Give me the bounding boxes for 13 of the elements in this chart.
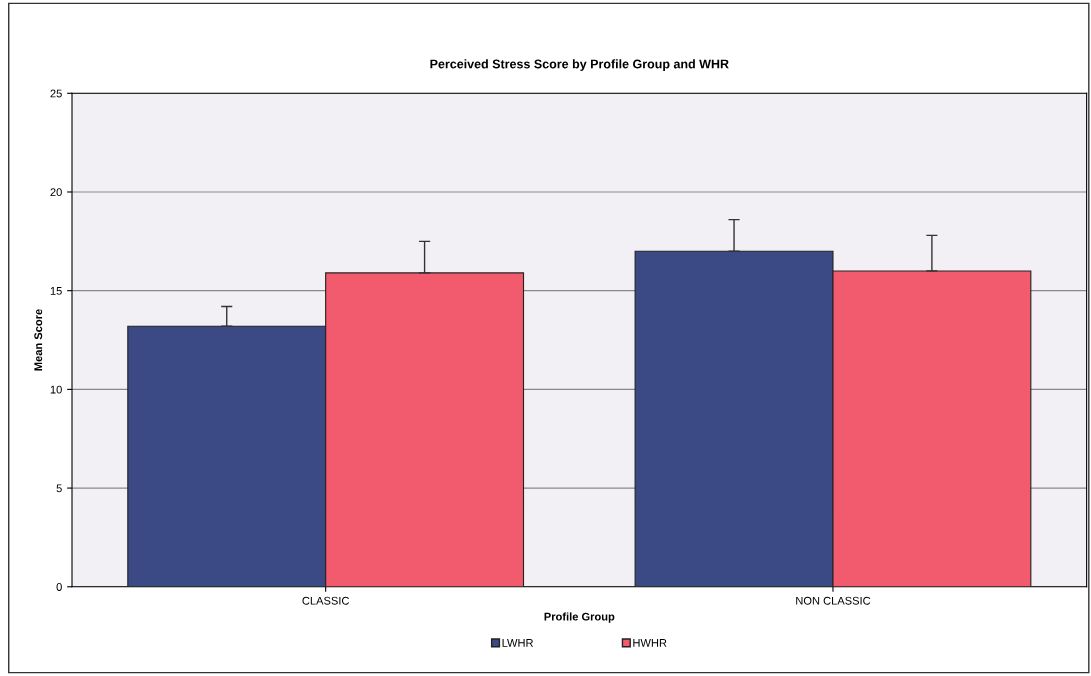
y-axis-title: Mean Score [34,309,43,371]
legend-label: LWHR [502,639,534,647]
y-tick-label: 5 [56,484,62,493]
x-tick-label: CLASSIC [302,596,350,605]
legend-label: HWHR [633,639,667,647]
x-tick-label: NON CLASSIC [796,596,871,605]
y-tick-label: 25 [50,89,62,98]
x-axis-title: Profile Group [544,612,615,623]
y-tick-label: 20 [50,188,62,197]
y-tick-label: 15 [50,287,62,295]
y-tick-label: 10 [50,385,62,394]
chart-title: Perceived Stress Score by Profile Group and WHR [430,59,729,71]
y-tick-label: 0 [56,583,62,591]
